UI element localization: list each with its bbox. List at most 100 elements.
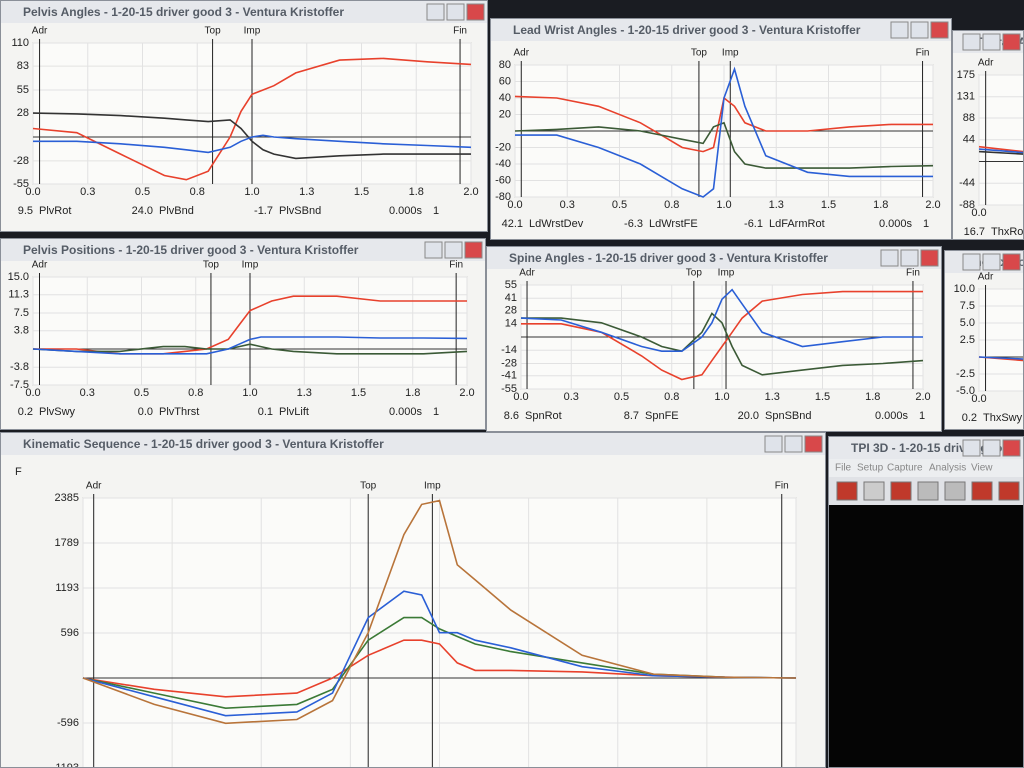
window-button[interactable]: [890, 21, 909, 39]
event-label: Top: [360, 481, 377, 492]
menu-item[interactable]: View: [971, 463, 993, 474]
window-button[interactable]: [910, 21, 929, 39]
y-tick-label: 110: [11, 37, 29, 49]
y-tick-label: 55: [505, 279, 517, 291]
window-button[interactable]: [424, 241, 443, 259]
readout-value: 8.7: [624, 410, 639, 422]
x-tick-label: 0.5: [134, 387, 149, 399]
event-label: Fin: [916, 48, 930, 59]
y-tick-label: 10.0: [954, 283, 975, 295]
window-button[interactable]: [920, 249, 939, 267]
toolbar-button[interactable]: [836, 481, 858, 501]
window-button[interactable]: [962, 439, 981, 457]
y-tick-label: -7.5: [10, 379, 29, 391]
y-tick-label: 2385: [55, 492, 79, 504]
y-tick-label: -5.0: [956, 385, 975, 397]
event-label: Top: [686, 268, 703, 279]
window-title: Pelvis Positions - 1-20-15 driver good 3…: [23, 243, 359, 257]
x-tick-label: 0.8: [188, 387, 203, 399]
window-button[interactable]: [962, 253, 981, 271]
x-tick-label: 1.3: [297, 387, 312, 399]
y-tick-label: 15.0: [8, 271, 29, 283]
event-label: Adr: [32, 26, 48, 37]
x-tick-label: 0.0: [971, 207, 986, 219]
menu-bar: [829, 459, 1023, 477]
y-tick-label: -55: [13, 178, 29, 190]
series-line: [978, 145, 1023, 153]
window-button[interactable]: [426, 3, 445, 21]
y-tick-label: 7.5: [960, 300, 975, 312]
x-tick-label: 2.0: [459, 387, 474, 399]
y-tick-label: -20: [495, 141, 511, 153]
event-label: Adr: [86, 481, 102, 492]
window-button[interactable]: [464, 241, 483, 259]
event-label: Imp: [722, 48, 739, 59]
window-button[interactable]: [764, 435, 783, 453]
event-label: Fin: [906, 268, 920, 279]
readout-value: 0.2: [962, 412, 977, 424]
y-tick-label: 3.8: [14, 325, 29, 337]
readout-name: SpnFE: [645, 410, 679, 422]
series-line: [520, 288, 923, 352]
toolbar-button[interactable]: [890, 481, 912, 501]
window-button[interactable]: [466, 3, 485, 21]
toolbar-button[interactable]: [944, 481, 966, 501]
toolbar-button[interactable]: [971, 481, 993, 501]
toolbar-button[interactable]: [917, 481, 939, 501]
x-tick-label: 1.3: [769, 199, 784, 211]
readout-time: 0.000s: [389, 406, 423, 418]
x-tick-label: 1.3: [765, 391, 780, 403]
series-line: [32, 57, 472, 181]
y-tick-label: 28: [505, 304, 517, 316]
event-label: Adr: [513, 48, 529, 59]
window-button[interactable]: [962, 33, 981, 51]
event-label: Adr: [32, 260, 48, 271]
readout-name: PlvSBnd: [279, 205, 321, 217]
title-bar: [1, 239, 485, 261]
readout-value: 20.0: [738, 410, 759, 422]
window-button[interactable]: [900, 249, 919, 267]
y-tick-label: -1193: [52, 762, 79, 768]
window-canvas: Spine Angles - 1-20-15 driver good 3 - V…: [487, 247, 941, 422]
toolbar-button[interactable]: [863, 481, 885, 501]
event-label: Fin: [453, 26, 467, 37]
menu-item[interactable]: File: [835, 463, 852, 474]
window-button[interactable]: [446, 3, 465, 21]
y-tick-label: 40: [499, 92, 511, 104]
event-label: Adr: [978, 272, 994, 283]
toolbar-button[interactable]: [998, 481, 1020, 501]
readout-name: LdWrstDev: [529, 218, 584, 230]
y-tick-label: -44: [959, 177, 975, 189]
series-line: [32, 336, 468, 355]
menu-item[interactable]: Setup: [857, 463, 884, 474]
y-tick-label: -41: [501, 370, 517, 382]
menu-item[interactable]: Capture: [887, 463, 923, 474]
y-tick-label: -2.5: [956, 368, 975, 380]
window-button[interactable]: [930, 21, 949, 39]
x-tick-label: 1.5: [351, 387, 366, 399]
y-tick-label: 5.0: [960, 317, 975, 329]
x-tick-label: 0.5: [612, 199, 627, 211]
series-line: [514, 121, 934, 169]
window-button[interactable]: [444, 241, 463, 259]
x-tick-label: 0.3: [80, 186, 95, 198]
readout-name: PlvSwy: [39, 406, 76, 418]
x-tick-label: 1.8: [405, 387, 420, 399]
window: Lead Wrist Angles - 1-20-15 driver good …: [490, 18, 952, 240]
window-button[interactable]: [804, 435, 823, 453]
x-tick-label: 1.3: [299, 186, 314, 198]
window-button[interactable]: [784, 435, 803, 453]
readout-frame: 1: [919, 410, 925, 422]
x-tick-label: 0.3: [80, 387, 95, 399]
window-button[interactable]: [1002, 33, 1021, 51]
window-canvas: Thorax Po10.07.55.02.5-2.5-5.00.00.3Adr0…: [945, 251, 1023, 424]
window-button[interactable]: [1002, 439, 1021, 457]
menu-item[interactable]: Analysis: [929, 463, 966, 474]
window-button[interactable]: [982, 253, 1001, 271]
window-button[interactable]: [880, 249, 899, 267]
window-button[interactable]: [1002, 253, 1021, 271]
window-button[interactable]: [982, 439, 1001, 457]
y-tick-label: -60: [495, 174, 511, 186]
window-button[interactable]: [982, 33, 1001, 51]
